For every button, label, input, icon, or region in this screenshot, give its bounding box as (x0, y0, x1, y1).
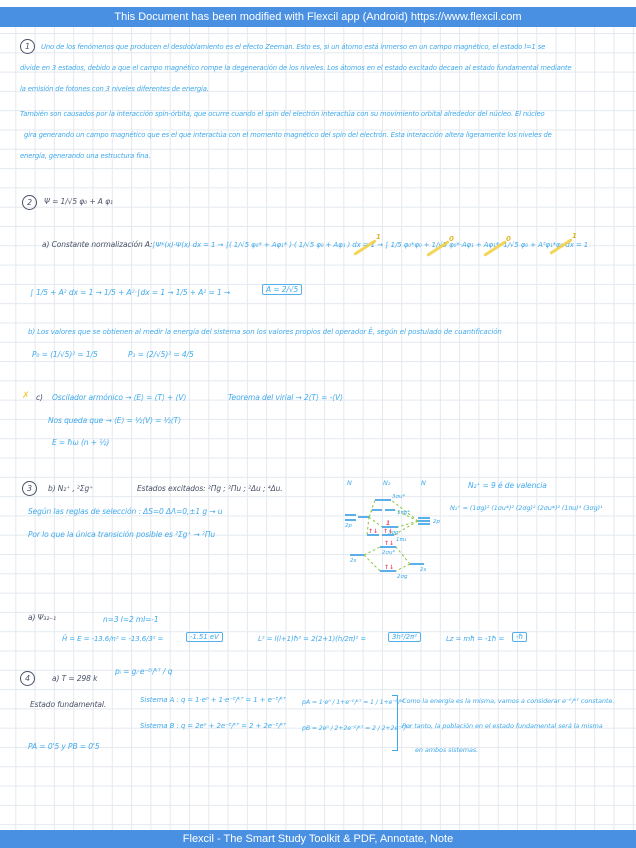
item2-number-badge: 2 (22, 195, 37, 210)
mo-3sigmag-electron: 1 (386, 520, 390, 527)
mo-2p-left-label: 2p (345, 523, 352, 529)
lz-equation: Lz = mħ = -1ħ = (446, 635, 505, 643)
highlight-value-3: 0 (506, 235, 511, 243)
item4-note3: en ambos sistemas. (415, 746, 479, 754)
item2c-line2: Nos queda que → ⟨E⟩ = ½⟨V⟩ = ½⟨T⟩ (48, 416, 181, 425)
lz-result-box: -ħ (512, 632, 528, 642)
mo-diagram: N N₂ N 3σu* 1πg* 2p 2p 3σg 1πu 2σu* 2s 2… (345, 479, 440, 580)
item3-header2: Estados excitados: ²Πg ; ²Πu ; ²Δu ; ⁴Δu… (137, 484, 283, 493)
sistemaA-population: pA = 1·e⁰ / 1+e⁻ᴱ/ᵏᵀ = 1 / 1+e⁻ᴱ/ᵏᵀ (302, 699, 405, 706)
mo-3sigmag-label: 3σg (388, 530, 399, 536)
quantum-numbers: n=3 l=2 ml=-1 (103, 615, 159, 624)
item2a-label: a) Constante normalización A: (42, 240, 153, 249)
highlight-value-2: 0 (449, 235, 454, 243)
energy-result-box: -1.51 eV (186, 632, 223, 642)
highlight-value-1: 1 (376, 233, 381, 241)
item4-note2: Por tanto, la población en el estado fun… (402, 722, 603, 730)
item2c-line3: E = ħω (n + ½) (52, 438, 110, 447)
estado-fundamental-label: Estado fundamental. (30, 700, 107, 709)
mo-1pig-label: 1πg* (397, 510, 410, 516)
item1-line3: la emisión de fotones con 3 niveles dife… (20, 85, 209, 93)
item3-number-badge: 3 (22, 481, 37, 496)
highlight-value-4: 1 (572, 232, 577, 240)
item2c-line1b: Teorema del virial → 2⟨T⟩ = -⟨V⟩ (228, 393, 343, 402)
mo-1piu-electrons-1: ↑↓ (368, 528, 378, 535)
wrong-answer-mark: ✗ (22, 391, 30, 401)
item2c-line1a: Oscilador armónico → ⟨E⟩ = ⟨T⟩ + ⟨V⟩ (52, 393, 187, 402)
flexcil-top-banner: This Document has been modified with Fle… (0, 7, 636, 27)
item1-line6: energía, generando una estructura fina. (20, 152, 151, 160)
item1-line4: También son causados por la interacción … (20, 110, 545, 118)
l2-result-box: 3h²/2π² (388, 632, 421, 642)
mo-molecule-label: N₂ (383, 479, 391, 487)
mo-2sigmag-electrons: ↑↓ (384, 564, 394, 571)
mo-1piu-electrons-2: ↑↓ (383, 528, 393, 535)
flexcil-bottom-banner: Flexcil - The Smart Study Toolkit & PDF,… (0, 830, 636, 848)
mo-2p-right-label: 2p (433, 519, 440, 525)
psi-label: a) Ψ₃₂₋₁ (28, 613, 56, 622)
item4-number-badge: 4 (20, 671, 35, 686)
mo-atom-left-label: N (347, 479, 352, 487)
item2b-line1: b) Los valores que se obtienen al medir … (28, 328, 502, 336)
item4-result: PA = 0'5 y PB = 0'5 (28, 742, 100, 751)
mo-2sigmau-electrons: ↑↓ (384, 540, 394, 547)
mo-2s-right-label: 2s (420, 567, 426, 573)
item3-transition: Por lo que la única transición posible e… (28, 530, 216, 539)
boltzmann-formula: pᵢ = gᵢ·e⁻ᴱⁱ/ᵏᵀ / q (115, 667, 173, 676)
mo-atom-right-label: N (421, 479, 426, 487)
sistemaB-partition: Sistema B : q = 2e⁰ + 2e⁻ᴱ/ᵏᵀ = 2 + 2e⁻ᴱ… (140, 722, 287, 730)
item4-label: a) T = 298 k (52, 674, 98, 683)
mo-3sigmau-label: 3σu* (392, 494, 405, 500)
top-banner-text: This Document has been modified with Fle… (114, 11, 522, 23)
l2-equation: L² = l(l+1)ħ² = 2(2+1)(h/2π)² = (258, 635, 367, 643)
item1-line1: Uno de los fenómenos que producen el des… (41, 43, 546, 51)
item1-number-badge: 1 (20, 39, 35, 54)
sistemaB-population: pB = 2e⁰ / 2+2e⁻ᴱ/ᵏᵀ = 2 / 2+2e⁻ᴱ/ᵏᵀ (302, 725, 411, 732)
item1-line5: gira generando un campo magnético que es… (24, 131, 552, 139)
item2a-equation2: ∫ 1/5 + A² dx = 1 → 1/5 + A²·∫dx = 1 → 1… (30, 288, 231, 297)
item2c-label: c) (36, 393, 43, 402)
energy-equation: Ĥ = E = -13.6/n² = -13.6/3² = (62, 635, 164, 643)
item3-configuration: N₂⁺ = (1σg)² (1σu*)² (2σg)² (2σu*)² (1πu… (450, 504, 603, 512)
item2b-prob1: P₁ = (2/√5)² = 4/5 (128, 350, 194, 359)
item3-header: b) N₂⁺ , ²Σg⁺ (48, 484, 93, 493)
mo-2sigmag-label: 2σg (397, 574, 408, 580)
sistemaA-partition: Sistema A : q = 1·e⁰ + 1·e⁻ᴱ/ᵏᵀ = 1 + e⁻… (140, 696, 286, 704)
mo-2sigmau-label: 2σu* (382, 550, 395, 556)
mo-1piu-label: 1πu (396, 537, 407, 543)
grid-paper (0, 27, 636, 830)
item3-valence: N₂⁺ = 9 é de valencia (468, 481, 547, 490)
item3-selection-rules: Según las reglas de selección : ΔS=0 ΔΛ=… (28, 507, 223, 516)
mo-correlation-lines (363, 499, 419, 572)
mo-energy-levels (345, 499, 430, 572)
item2-wavefunction: Ψ = 1/√5 φ₀ + A φ₁ (44, 197, 113, 206)
item2a-result-box: A = 2/√5 (262, 284, 303, 295)
bottom-banner-text: Flexcil - The Smart Study Toolkit & PDF,… (182, 833, 454, 845)
grouping-bracket (392, 695, 398, 751)
item2b-prob0: P₀ = (1/√5)² = 1/5 (32, 350, 98, 359)
item1-line2: divide en 3 estados, debido a que el cam… (20, 64, 572, 72)
item4-note1: Como la energía es la misma, vamos a con… (402, 697, 615, 705)
mo-2s-left-label: 2s (350, 558, 356, 564)
